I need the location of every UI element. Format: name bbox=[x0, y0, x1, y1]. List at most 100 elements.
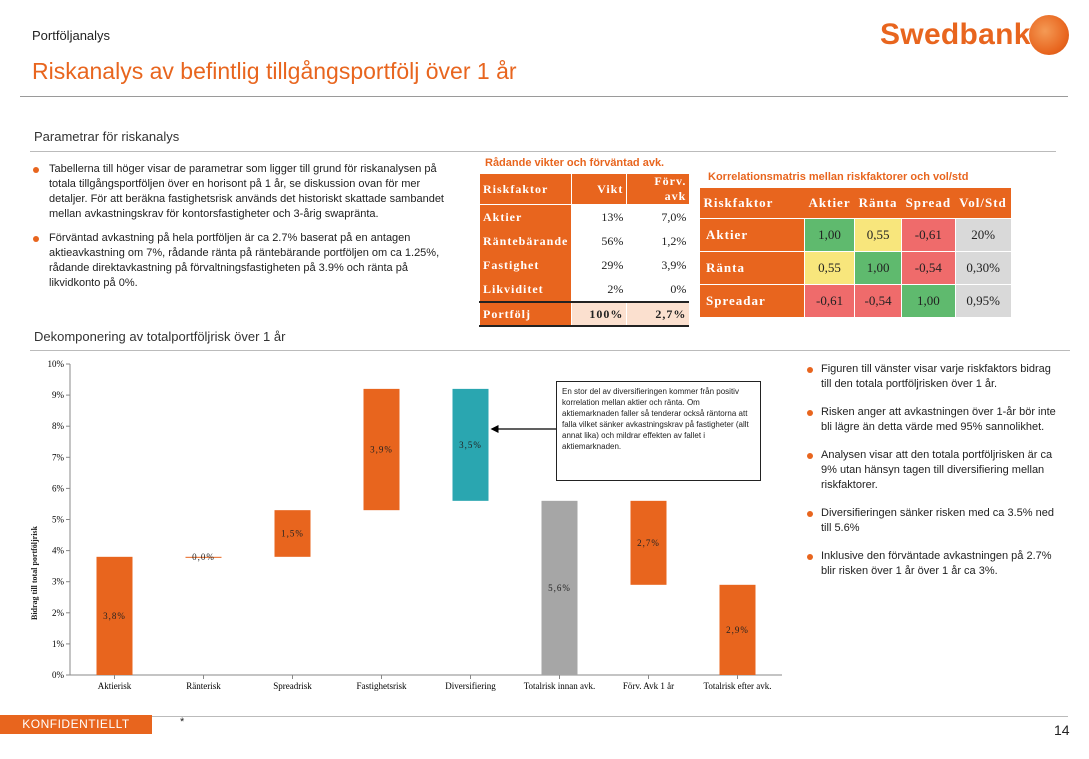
x-tick-label: Förv. Avk 1 år bbox=[623, 681, 674, 691]
table-header-row: Riskfaktor Vikt Förv. avk bbox=[478, 174, 690, 205]
table-row: Fastighet 29% 3,9% bbox=[478, 253, 690, 277]
table-total-row: Portfölj 100% 2,7% bbox=[478, 301, 690, 327]
x-tick-label: Spreadrisk bbox=[273, 681, 312, 691]
x-tick-label: Diversifiering bbox=[445, 681, 496, 691]
x-tick-label: Totalrisk efter avk. bbox=[703, 681, 771, 691]
y-axis-label: Bidrag till total portföljrisk bbox=[30, 526, 39, 620]
column-header: Vol/Std bbox=[955, 188, 1011, 219]
header-divider bbox=[20, 96, 1068, 97]
waterfall-bar bbox=[630, 500, 667, 585]
table-row: Aktier 13% 7,0% bbox=[478, 204, 690, 229]
x-tick-label: Totalrisk innan avk. bbox=[524, 681, 596, 691]
corr-cell: -0,61 bbox=[901, 218, 956, 252]
y-tick-label: 2% bbox=[52, 608, 65, 618]
bar-value-label: 3,9% bbox=[370, 445, 393, 455]
bar-value-label: 5,6% bbox=[548, 583, 571, 593]
table-row: Likviditet 2% 0% bbox=[478, 277, 690, 302]
y-tick-label: 10% bbox=[48, 359, 65, 369]
footer-divider bbox=[152, 716, 1068, 717]
section2-divider bbox=[30, 350, 1070, 351]
column-header: Vikt bbox=[571, 174, 627, 205]
return-cell: 7,0% bbox=[626, 204, 690, 229]
weights-table: Riskfaktor Vikt Förv. avk Aktier 13% 7,0… bbox=[478, 174, 690, 327]
bullet-item: Tabellerna till höger visar de parametra… bbox=[33, 162, 453, 222]
weight-cell: 56% bbox=[571, 229, 627, 253]
section1-divider bbox=[30, 151, 1056, 152]
logo-text: Swedbank bbox=[880, 18, 1031, 51]
row-label: Ränta bbox=[699, 251, 805, 285]
x-tick-label: Fastighetsrisk bbox=[356, 681, 407, 691]
y-tick-label: 4% bbox=[52, 546, 65, 556]
row-label: Räntebärande bbox=[478, 229, 572, 253]
return-cell: 3,9% bbox=[626, 253, 690, 277]
row-label: Fastighet bbox=[478, 253, 572, 277]
waterfall-bar bbox=[452, 388, 489, 501]
bullet-item: Figuren till vänster visar varje riskfak… bbox=[807, 362, 1057, 392]
bar-value-label: 3,8% bbox=[103, 611, 126, 621]
weight-cell: 2% bbox=[571, 277, 627, 302]
bullet-item: Förväntad avkastning på hela portföljen … bbox=[33, 231, 453, 291]
x-tick-label: Ränterisk bbox=[186, 681, 221, 691]
corr-cell: 1,00 bbox=[803, 218, 855, 252]
bullet-item: Inklusive den förväntade avkastningen på… bbox=[807, 549, 1057, 579]
y-tick-label: 9% bbox=[52, 390, 65, 400]
table-row: Ränta 0,55 1,00 -0,54 0,30% bbox=[699, 251, 1011, 285]
weights-table-caption: Rådande vikter och förväntad avk. bbox=[485, 157, 665, 169]
column-header: Ränta bbox=[854, 188, 902, 219]
waterfall-bar bbox=[274, 510, 311, 557]
explanation-bullets: Figuren till vänster visar varje riskfak… bbox=[807, 362, 1057, 592]
bar-value-label: 0,0% bbox=[192, 552, 215, 562]
supertitle: Portföljanalys bbox=[32, 28, 111, 43]
row-label: Aktier bbox=[699, 218, 805, 252]
y-tick-label: 5% bbox=[52, 515, 65, 525]
bullet-item: Diversifieringen sänker risken med ca 3.… bbox=[807, 506, 1057, 536]
bar-value-label: 1,5% bbox=[281, 528, 304, 538]
corr-cell: 1,00 bbox=[854, 251, 902, 285]
column-header: Spread bbox=[901, 188, 956, 219]
waterfall-bar bbox=[363, 388, 400, 511]
weight-cell: 29% bbox=[571, 253, 627, 277]
waterfall-bar bbox=[541, 500, 578, 675]
corr-cell: 0,55 bbox=[803, 251, 855, 285]
bullet-item: Risken anger att avkastningen över 1-år … bbox=[807, 405, 1057, 435]
y-tick-label: 8% bbox=[52, 421, 65, 431]
y-tick-label: 6% bbox=[52, 483, 65, 493]
corr-cell: -0,61 bbox=[803, 284, 855, 317]
bar-value-label: 2,7% bbox=[637, 538, 660, 548]
bar-value-label: 3,5% bbox=[459, 440, 482, 450]
y-tick-label: 7% bbox=[52, 452, 65, 462]
corr-cell: -0,54 bbox=[854, 284, 902, 317]
vol-cell: 20% bbox=[954, 218, 1011, 252]
row-label: Aktier bbox=[478, 204, 572, 229]
swedbank-logo: Swedbank bbox=[880, 14, 1075, 58]
correlation-table-caption: Korrelationsmatris mellan riskfaktorer o… bbox=[708, 171, 969, 183]
column-header: Aktier bbox=[804, 188, 855, 219]
waterfall-bar bbox=[719, 584, 756, 675]
confidential-badge: KONFIDENTIELLT bbox=[0, 715, 152, 734]
x-tick-label: Aktierisk bbox=[98, 681, 132, 691]
return-cell: 2,7% bbox=[626, 301, 690, 327]
vol-cell: 0,95% bbox=[954, 284, 1011, 317]
row-label: Likviditet bbox=[478, 277, 572, 302]
table-row: Räntebärande 56% 1,2% bbox=[478, 229, 690, 253]
bullet-item: Analysen visar att den totala portföljri… bbox=[807, 448, 1057, 493]
row-label: Spreadar bbox=[699, 284, 805, 317]
waterfall-bar bbox=[185, 556, 222, 558]
row-label: Portfölj bbox=[478, 301, 572, 327]
y-tick-label: 3% bbox=[52, 577, 65, 587]
page-title: Riskanalys av befintlig tillgångsportföl… bbox=[32, 58, 517, 84]
correlation-table: Riskfaktor Aktier Ränta Spread Vol/Std A… bbox=[699, 188, 1011, 317]
parameter-bullets: Tabellerna till höger visar de parametra… bbox=[33, 162, 453, 300]
waterfall-bar bbox=[96, 556, 133, 675]
y-tick-label: 0% bbox=[52, 670, 65, 680]
corr-cell: 1,00 bbox=[901, 284, 956, 317]
waterfall-chart: 0% 1% 2% 3% 4% 5% 6% 7% 8% 9% 10% 3,8% Aktierisk 0,0%… bbox=[48, 359, 782, 691]
return-cell: 1,2% bbox=[626, 229, 690, 253]
y-tick-label: 1% bbox=[52, 639, 65, 649]
return-cell: 0% bbox=[626, 277, 690, 302]
corr-cell: 0,55 bbox=[854, 218, 902, 252]
weight-cell: 13% bbox=[571, 204, 627, 229]
corr-cell: -0,54 bbox=[901, 251, 956, 285]
table-header-row: Riskfaktor Aktier Ränta Spread Vol/Std bbox=[699, 188, 1011, 219]
column-header: Riskfaktor bbox=[699, 188, 805, 219]
